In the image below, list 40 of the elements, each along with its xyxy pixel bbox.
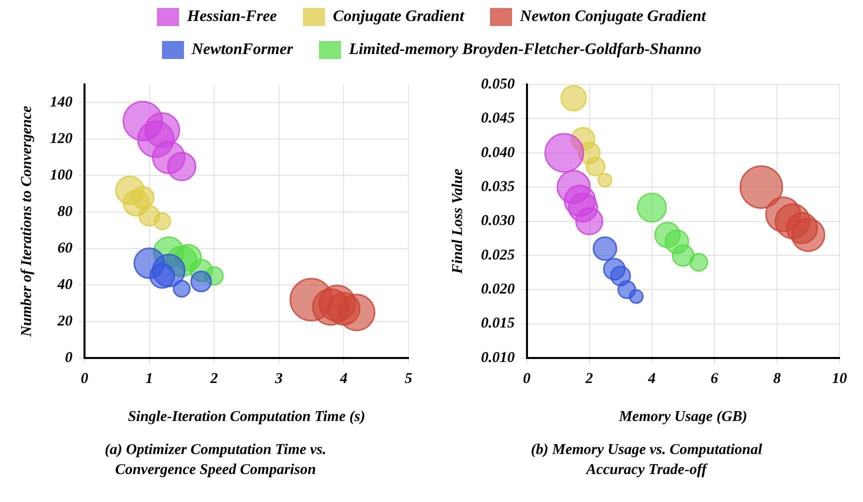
x-tick-label: 0 [523,370,531,387]
y-tick-label: 100 [50,168,73,184]
y-tick-label: 40 [56,276,73,293]
y-tick-label: 0.020 [481,282,516,298]
legend-label: Conjugate Gradient [332,8,464,26]
y-tick-label: 0.030 [481,213,516,230]
x-axis-title: Single-Iteration Computation Time (s) [128,408,366,425]
x-tick-label: 3 [274,370,284,387]
x-tick-label: 10 [832,370,848,387]
x-tick-label: 8 [773,370,782,387]
y-tick-label: 0.045 [481,110,516,127]
y-tick-label: 0.035 [481,178,516,195]
y-tick-label: 60 [58,240,73,256]
y-tick-label: 0 [65,350,73,366]
y-tick-label: 80 [58,204,73,220]
legend-label: Newton Conjugate Gradient [520,8,706,26]
x-tick-label: 6 [710,370,719,387]
x-tick-label: 1 [146,370,154,387]
y-axis-title: Final Loss Value [450,168,466,275]
y-tick-label: 0.025 [481,247,516,264]
y-tick-label: 0.050 [481,76,516,92]
y-tick-label: 120 [50,131,73,148]
y-axis-title: Number of Iterations to Convergence [18,106,35,338]
legend-label: Limited-memory Broyden-Fletcher-Goldfarb-Shanno [348,40,702,58]
x-tick-label: 5 [404,370,413,387]
x-tick-label: 4 [338,370,348,387]
y-tick-label: 0.010 [481,350,516,366]
text: (a) Optimizer Computation Time vs. Convergence Speed Comparison [104,441,328,480]
x-tick-label: 2 [584,370,594,387]
y-tick-label: 0.015 [481,316,516,332]
x-tick-label: 2 [209,370,218,387]
y-tick-label: 0.040 [481,144,516,161]
x-tick-label: 0 [80,370,89,387]
x-axis-title: Memory Usage (GB) [618,408,748,425]
text: (b) Memory Usage vs. Computational Accuracy Trade-off [530,441,764,480]
legend-label: NewtonFormer [192,40,293,58]
y-tick-label: 140 [50,94,73,111]
y-tick-label: 20 [56,313,73,330]
legend-label: Hessian-Free [187,8,277,26]
x-tick-label: 4 [647,370,656,387]
